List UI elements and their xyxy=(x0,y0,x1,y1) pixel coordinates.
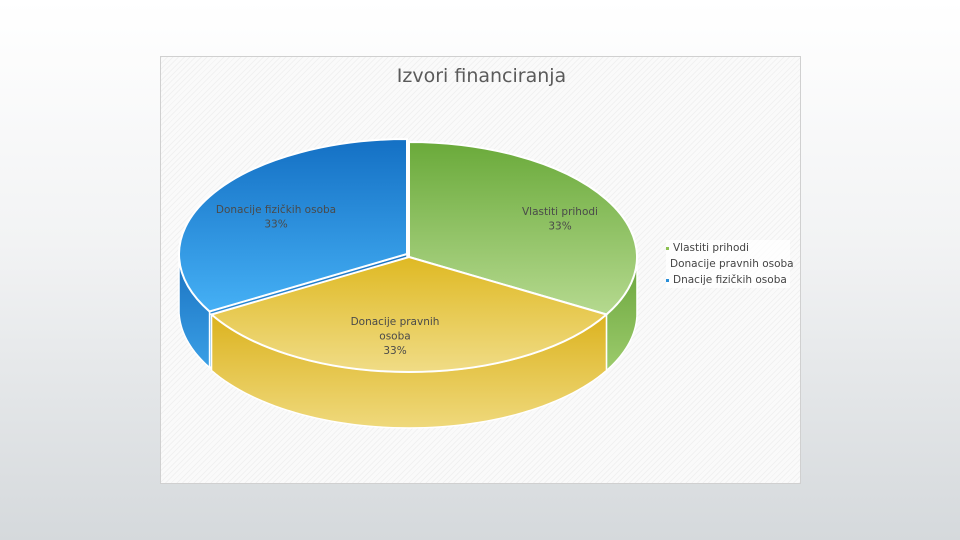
legend-label-3: Dnacije fizičkih osoba xyxy=(673,274,787,286)
data-label-3: Donacije fizičkih osoba 33% xyxy=(216,204,336,231)
data-label-1: Vlastiti prihodi 33% xyxy=(522,206,598,233)
legend-item-3: Dnacije fizičkih osoba xyxy=(666,272,790,288)
chart-title: Izvori financiranja xyxy=(396,65,567,87)
pie-slice-1 xyxy=(408,140,638,316)
pie-slice-2 xyxy=(209,255,609,373)
legend-swatch-1 xyxy=(666,246,669,250)
chart-legend: Vlastiti prihodi Donacije pravnih osoba Dn… xyxy=(666,240,794,288)
legend-item-2: Donacije pravnih osoba xyxy=(666,256,794,272)
legend-label-2: Donacije pravnih osoba xyxy=(670,258,794,270)
legend-swatch-3 xyxy=(666,278,669,282)
data-label-2: Donacije pravnih osoba 33% xyxy=(351,316,440,357)
pie-slice-3 xyxy=(178,137,408,313)
legend-label-1: Vlastiti prihodi xyxy=(673,242,749,254)
legend-item-1: Vlastiti prihodi xyxy=(666,240,790,256)
